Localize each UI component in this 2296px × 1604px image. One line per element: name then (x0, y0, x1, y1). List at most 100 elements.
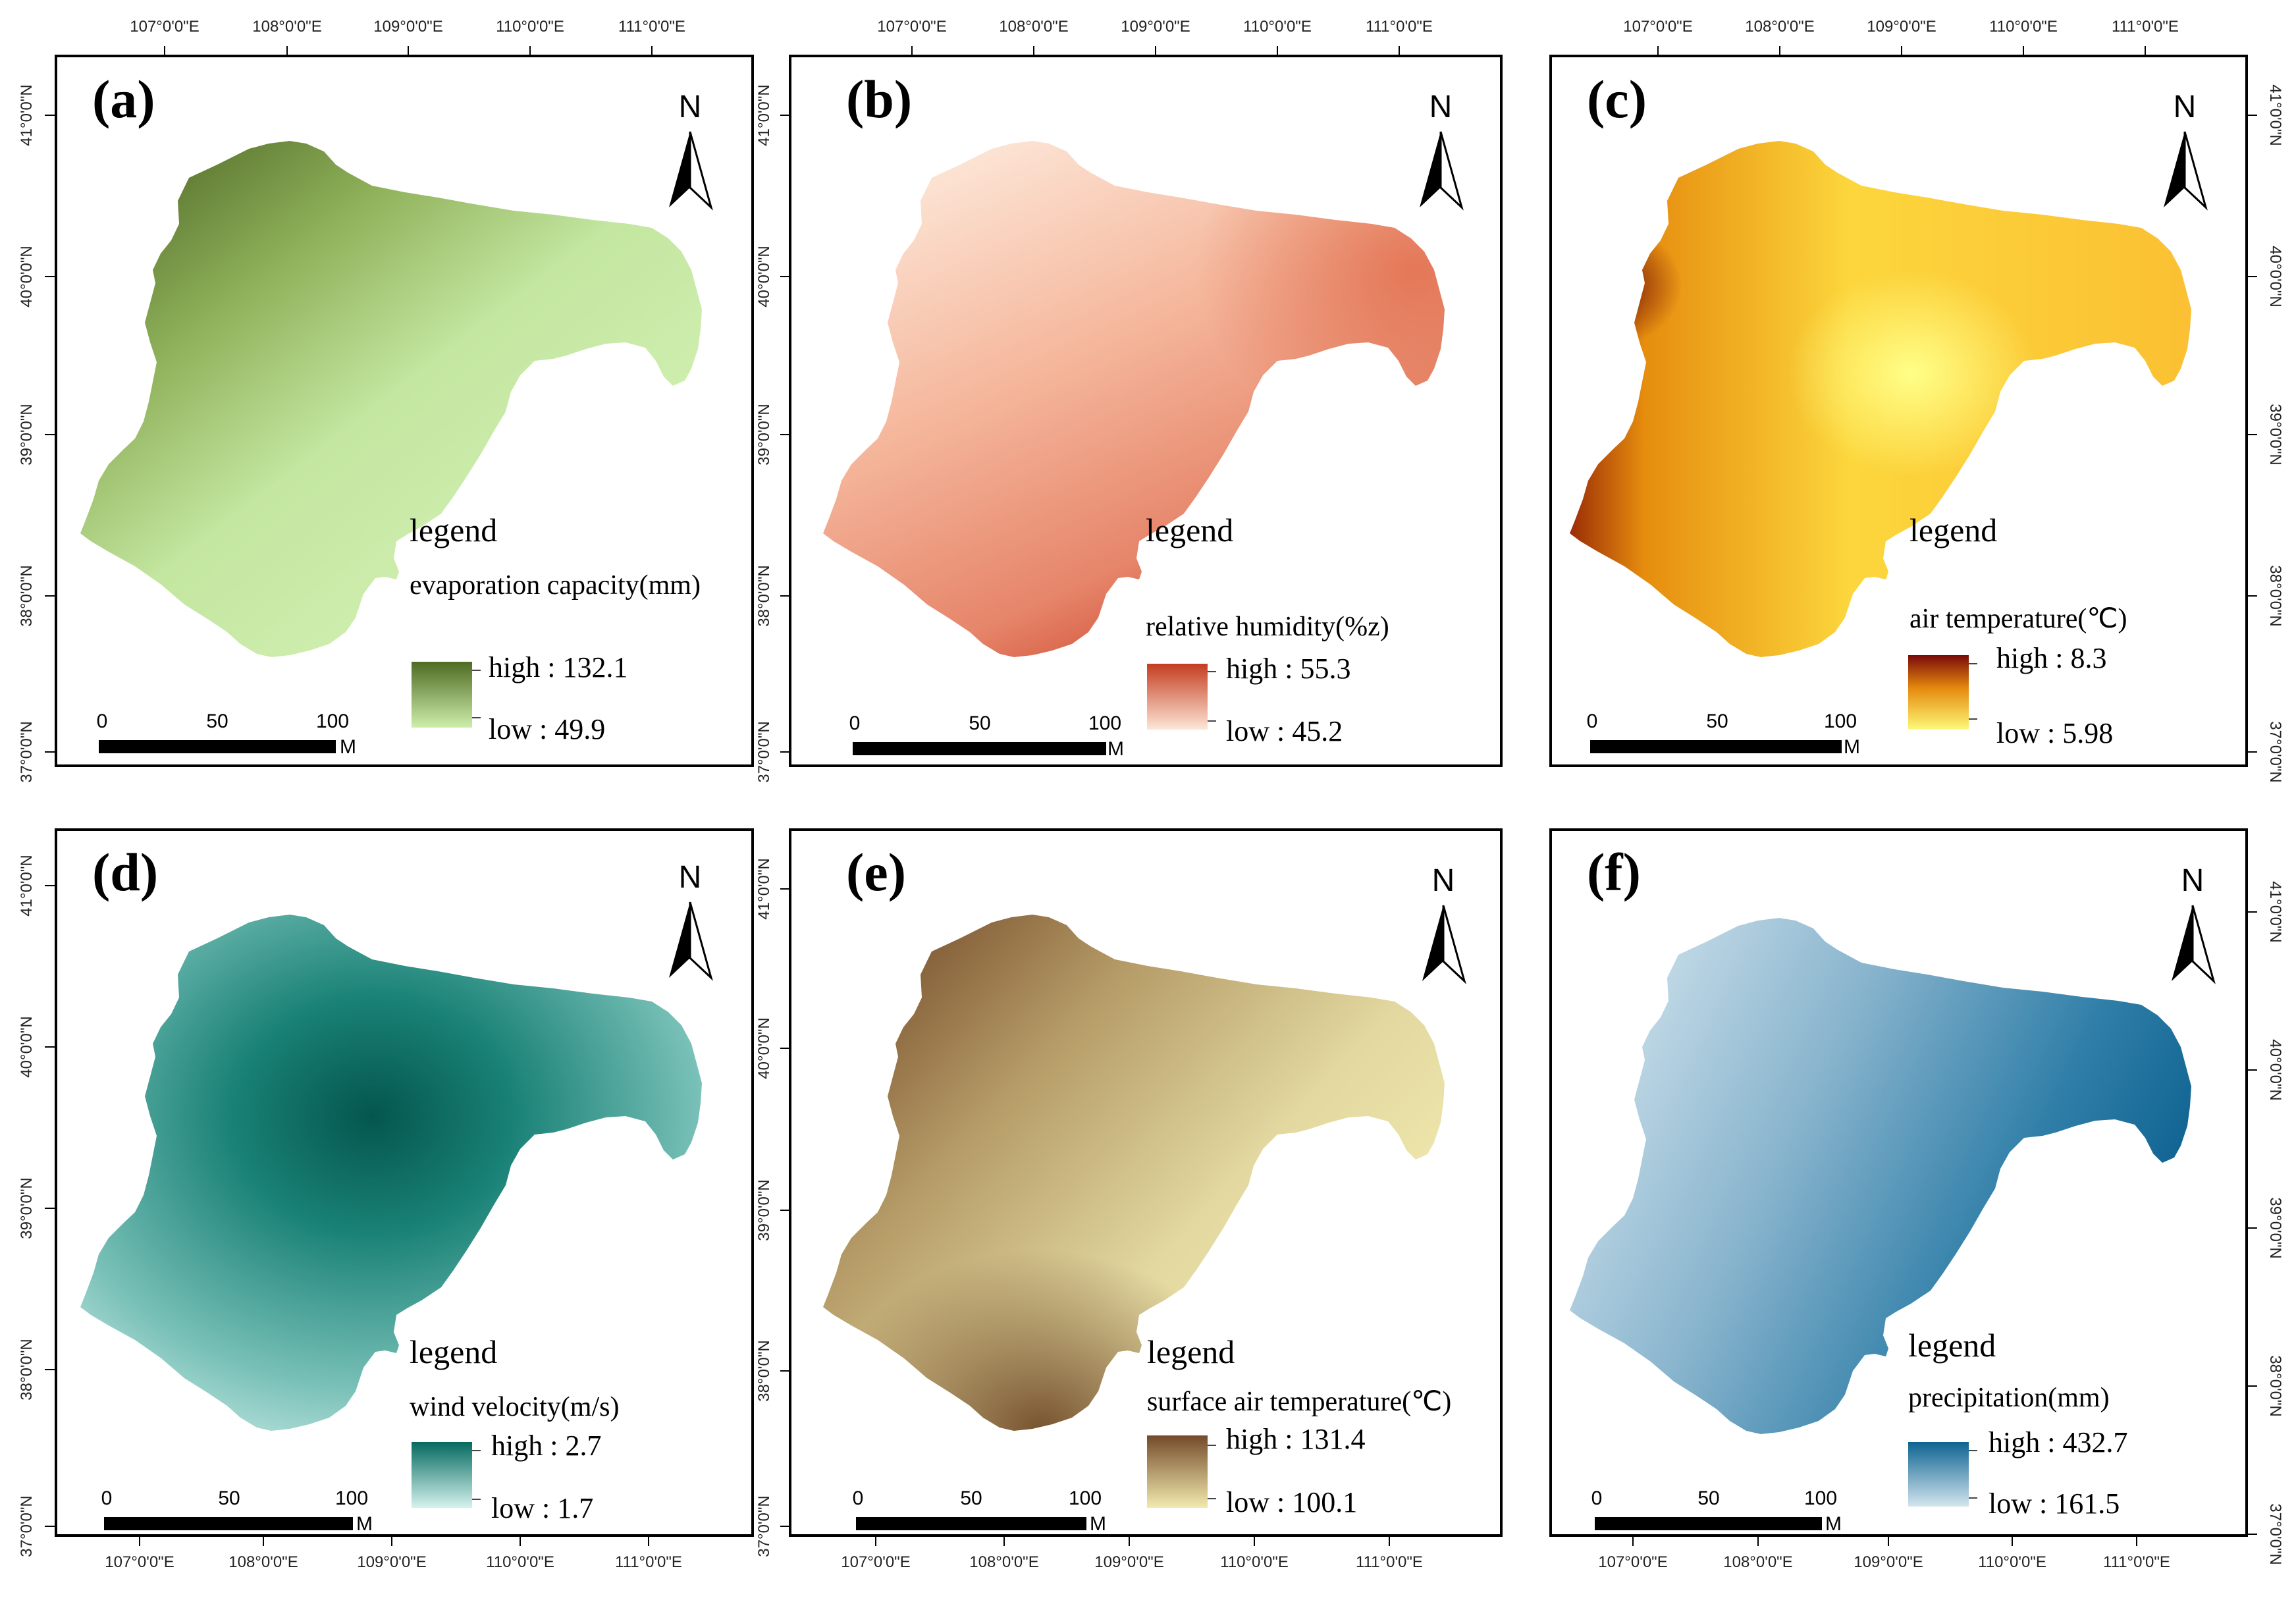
svg-text:0: 0 (853, 1487, 864, 1509)
svg-text:N: N (679, 90, 702, 124)
left-lat-axis-a: 41°0'0"N 40°0'0"N 39°0'0"N 38°0'0"N 37°0… (18, 84, 56, 783)
north-arrow-icon: N (2164, 90, 2208, 211)
svg-text:40°0'0"N: 40°0'0"N (2266, 1039, 2284, 1100)
svg-text:41°0'0"N: 41°0'0"N (18, 855, 36, 916)
legend-high: high : 131.4 (1226, 1423, 1365, 1455)
svg-text:37°0'0"N: 37°0'0"N (18, 1495, 36, 1557)
svg-text:100: 100 (1069, 1487, 1102, 1509)
svg-text:50: 50 (1697, 1487, 1719, 1509)
north-arrow-icon: N (1422, 863, 1466, 984)
svg-text:111°0'0"E: 111°0'0"E (1356, 1553, 1423, 1571)
svg-text:N: N (1432, 863, 1455, 898)
svg-text:109°0'0"E: 109°0'0"E (1094, 1553, 1163, 1571)
svg-text:110°0'0"E: 110°0'0"E (1220, 1553, 1289, 1571)
svg-text:38°0'0"N: 38°0'0"N (2266, 565, 2284, 626)
legend-variable: surface air temperature(℃) (1147, 1387, 1451, 1417)
svg-text:40°0'0"N: 40°0'0"N (755, 1017, 773, 1079)
svg-text:41°0'0"N: 41°0'0"N (2266, 84, 2284, 146)
panel-label: (c) (1587, 69, 1647, 129)
svg-text:40°0'0"N: 40°0'0"N (18, 1016, 36, 1077)
bottom-lon-axis-f: 107°0'0"E 108°0'0"E 109°0'0"E 110°0'0"E … (1598, 1536, 2170, 1571)
scale-bar: 0 50 100 M (1587, 710, 1860, 758)
top-lon-axis-a: 107°0'0"E 108°0'0"E 109°0'0"E 110°0'0"E … (130, 18, 685, 56)
legend-low: low : 100.1 (1226, 1486, 1357, 1518)
svg-text:100: 100 (335, 1487, 368, 1509)
svg-text:0: 0 (1587, 710, 1598, 732)
top-lon-axis-b: 107°0'0"E 108°0'0"E 109°0'0"E 110°0'0"E … (877, 18, 1433, 56)
legend-variable: wind velocity(m/s) (410, 1392, 619, 1422)
svg-text:38°0'0"N: 38°0'0"N (755, 565, 773, 626)
svg-text:N: N (2181, 863, 2204, 898)
svg-text:50: 50 (1706, 710, 1728, 732)
svg-text:50: 50 (206, 710, 228, 732)
svg-text:0: 0 (97, 710, 108, 732)
svg-text:0: 0 (101, 1487, 113, 1509)
svg-text:107°0'0"E: 107°0'0"E (105, 1553, 174, 1571)
legend-variable: precipitation(mm) (1908, 1383, 2110, 1413)
svg-text:111°0'0"E: 111°0'0"E (615, 1553, 682, 1571)
top-lon-axis-c: 107°0'0"E 108°0'0"E 109°0'0"E 110°0'0"E … (1623, 18, 2179, 56)
panel-f: (f) N legend precipitation(mm) high : 43… (1549, 828, 2248, 1537)
legend-title: legend (1909, 512, 1997, 548)
svg-text:37°0'0"N: 37°0'0"N (755, 1495, 773, 1557)
svg-text:109°0'0"E: 109°0'0"E (1121, 18, 1190, 36)
svg-text:50: 50 (960, 1487, 982, 1509)
svg-text:40°0'0"N: 40°0'0"N (18, 246, 36, 307)
svg-text:39°0'0"N: 39°0'0"N (2266, 404, 2284, 465)
svg-text:111°0'0"E: 111°0'0"E (1366, 18, 1433, 36)
svg-text:0: 0 (849, 712, 861, 734)
svg-text:41°0'0"N: 41°0'0"N (18, 84, 36, 146)
legend-high: high : 55.3 (1226, 653, 1350, 685)
legend-ramp (1147, 1435, 1208, 1508)
svg-text:39°0'0"N: 39°0'0"N (18, 1177, 36, 1239)
svg-text:107°0'0"E: 107°0'0"E (1598, 1553, 1667, 1571)
svg-text:108°0'0"E: 108°0'0"E (1745, 18, 1814, 36)
panel-b: (b) N legend relative humidity(%z) high … (789, 55, 1503, 767)
svg-text:M: M (1090, 1513, 1106, 1535)
legend-low: low : 1.7 (491, 1492, 593, 1524)
legend-variable: relative humidity(%z) (1146, 612, 1389, 642)
svg-text:107°0'0"E: 107°0'0"E (841, 1553, 910, 1571)
svg-text:108°0'0"E: 108°0'0"E (1723, 1553, 1792, 1571)
scale-bar: 0 50 100 M (1591, 1487, 1842, 1535)
svg-text:N: N (679, 860, 702, 895)
legend-ramp (412, 662, 472, 728)
panel-label: (b) (846, 69, 912, 129)
svg-text:37°0'0"N: 37°0'0"N (18, 721, 36, 782)
svg-text:111°0'0"E: 111°0'0"E (2103, 1553, 2170, 1571)
svg-text:108°0'0"E: 108°0'0"E (969, 1553, 1038, 1571)
panel-a: (a) N legend evaporation capacity(mm) hi… (55, 55, 754, 767)
right-lat-axis-c: 41°0'0"N 40°0'0"N 39°0'0"N 38°0'0"N 37°0… (2247, 84, 2284, 783)
svg-text:100: 100 (1088, 712, 1121, 734)
legend-high: high : 432.7 (1989, 1426, 2127, 1458)
legend-low: low : 49.9 (489, 713, 605, 745)
legend-high: high : 132.1 (489, 651, 627, 683)
svg-text:M: M (356, 1513, 373, 1535)
panel-label: (e) (846, 842, 906, 902)
svg-text:108°0'0"E: 108°0'0"E (999, 18, 1068, 36)
north-arrow-icon: N (669, 90, 713, 211)
panel-d: (d) N legend wind velocity(m/s) high : 2… (55, 828, 754, 1537)
north-arrow-icon: N (1420, 90, 1464, 211)
svg-text:37°0'0"N: 37°0'0"N (755, 721, 773, 782)
svg-text:110°0'0"E: 110°0'0"E (486, 1553, 554, 1571)
north-arrow-icon: N (2172, 863, 2216, 984)
left-lat-axis-e: 41°0'0"N 40°0'0"N 39°0'0"N 38°0'0"N 37°0… (755, 858, 790, 1557)
svg-text:110°0'0"E: 110°0'0"E (1989, 18, 2058, 36)
scale-bar: 0 50 100 M (97, 710, 356, 758)
svg-text:100: 100 (1824, 710, 1857, 732)
svg-text:37°0'0"N: 37°0'0"N (2266, 721, 2284, 782)
legend-ramp (1908, 1442, 1969, 1507)
svg-text:M: M (1844, 736, 1860, 758)
bottom-lon-axis-d: 107°0'0"E 108°0'0"E 109°0'0"E 110°0'0"E … (105, 1536, 682, 1571)
svg-text:37°0'0"N: 37°0'0"N (2266, 1503, 2284, 1564)
svg-text:0: 0 (1591, 1487, 1603, 1509)
svg-text:110°0'0"E: 110°0'0"E (1243, 18, 1312, 36)
legend-low: low : 5.98 (1996, 717, 2113, 749)
panel-label: (a) (92, 69, 155, 129)
svg-text:110°0'0"E: 110°0'0"E (496, 18, 564, 36)
left-lat-axis-b: 41°0'0"N 40°0'0"N 39°0'0"N 38°0'0"N 37°0… (755, 84, 790, 783)
svg-text:41°0'0"N: 41°0'0"N (2266, 881, 2284, 942)
svg-text:N: N (1429, 90, 1453, 124)
legend-title: legend (410, 1333, 497, 1370)
